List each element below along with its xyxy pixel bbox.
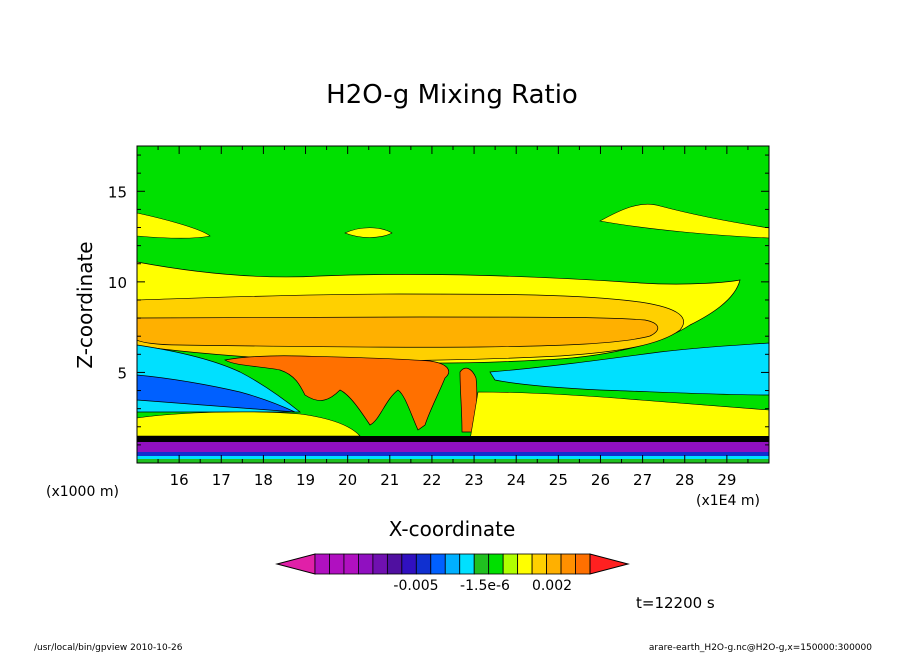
- colorbar-segment: [444, 553, 461, 575]
- x-tick-label-16: 16: [170, 471, 189, 489]
- chart-title: H2O-g Mixing Ratio: [326, 80, 578, 110]
- layer-convective-core: [224, 355, 449, 431]
- layer-top-right-patch: [599, 203, 769, 239]
- colorbar-segment: [531, 553, 547, 575]
- x-tick-label-25: 25: [549, 471, 568, 489]
- colorbar-label-2: -1.5e-6: [460, 578, 510, 594]
- layer-top-left-patch: [137, 212, 211, 239]
- plot-area: 16 17 18 19 20 21 22 23 24 25 26 27 28 29 5 10 15: [108, 145, 770, 489]
- layer-left-blue: [137, 374, 296, 413]
- y-unit-label: (x1000 m): [46, 484, 119, 500]
- y-ticks: 5 10 15: [108, 154, 769, 446]
- colorbar-segment: [560, 553, 576, 575]
- y-tick-label-5: 5: [117, 364, 127, 382]
- layer-ground-cyan: [137, 456, 769, 459]
- x-tick-label-28: 28: [675, 471, 694, 489]
- colorbar-segment: [546, 553, 562, 575]
- x-axis-label: X-coordinate: [389, 517, 516, 541]
- colorbar: [275, 553, 630, 575]
- y-tick-label-10: 10: [108, 274, 127, 292]
- x-tick-label-29: 29: [717, 471, 736, 489]
- colorbar-segment: [473, 553, 490, 575]
- layer-ground-blue: [137, 452, 769, 456]
- x-tick-label-20: 20: [338, 471, 357, 489]
- colorbar-labels: -0.005 -1.5e-6 0.002: [393, 578, 572, 594]
- colorbar-segment: [329, 553, 345, 575]
- time-label: t=12200 s: [636, 594, 715, 612]
- x-tick-label-18: 18: [254, 471, 273, 489]
- x-tick-label-23: 23: [465, 471, 484, 489]
- x-tick-label-19: 19: [296, 471, 315, 489]
- x-tick-label-27: 27: [633, 471, 652, 489]
- colorbar-segment: [575, 553, 591, 575]
- y-tick-label-15: 15: [108, 183, 127, 201]
- colorbar-segment: [372, 553, 388, 575]
- colorbar-segment: [459, 553, 475, 575]
- x-unit-label: (x1E4 m): [696, 493, 760, 509]
- colorbar-segment: [358, 553, 374, 575]
- colorbar-segment: [415, 553, 432, 575]
- layer-anvil: [137, 316, 658, 348]
- colorbar-segment: [401, 553, 417, 575]
- layer-ground-dark: [137, 436, 769, 442]
- layer-top-mid-patch: [344, 227, 393, 238]
- x-tick-label-22: 22: [422, 471, 441, 489]
- colorbar-segment: [430, 553, 446, 575]
- colorbar-arrow-right: [589, 553, 630, 575]
- y-axis-label: Z-coordinate: [73, 241, 97, 368]
- x-tick-label-17: 17: [212, 471, 231, 489]
- colorbar-segment: [343, 553, 359, 575]
- colorbar-segment: [502, 553, 519, 575]
- layer-lower-right-yellow: [469, 391, 769, 441]
- colorbar-segment: [488, 553, 504, 575]
- x-tick-label-21: 21: [380, 471, 399, 489]
- colorbar-label-3: 0.002: [532, 578, 572, 594]
- colorbar-label-1: -0.005: [393, 578, 438, 594]
- colorbar-segment: [386, 553, 403, 575]
- x-tick-label-26: 26: [591, 471, 610, 489]
- layer-cyan-right: [489, 342, 769, 396]
- x-ticks: 16 17 18 19 20 21 22 23 24 25 26 27 28 29: [157, 146, 749, 489]
- x-tick-label-24: 24: [507, 471, 526, 489]
- footer-right: arare-earth_H2O-g.nc@H2O-g,x=150000:3000…: [649, 643, 872, 653]
- footer-left: /usr/local/bin/gpview 2010-10-26: [34, 643, 183, 653]
- colorbar-segment: [314, 553, 330, 575]
- colorbar-segment: [517, 553, 533, 575]
- layer-left-yellow: [137, 411, 361, 437]
- colorbar-arrow-left: [275, 553, 316, 575]
